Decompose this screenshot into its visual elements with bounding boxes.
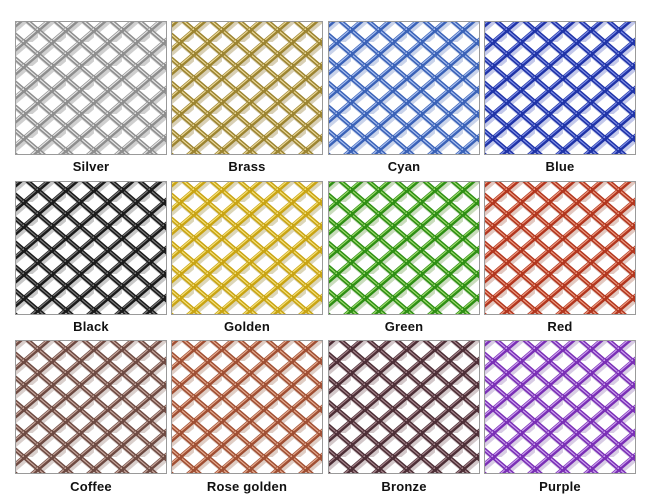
mesh-image-silver — [15, 21, 167, 155]
wire-mesh-pattern — [329, 22, 479, 154]
mesh-image-blue — [484, 21, 636, 155]
wire-mesh-pattern — [172, 341, 322, 473]
swatch-bronze: Bronze — [328, 340, 480, 494]
swatch-cyan: Cyan — [328, 21, 480, 174]
mesh-image-black — [15, 181, 167, 315]
mesh-image-red — [484, 181, 636, 315]
mesh-image-coffee — [15, 340, 167, 474]
mesh-image-purple — [484, 340, 636, 474]
swatch-label-cyan: Cyan — [387, 159, 421, 174]
wire-mesh-pattern — [16, 182, 166, 314]
mesh-image-green — [328, 181, 480, 315]
swatch-black: Black — [15, 181, 167, 334]
swatch-green: Green — [328, 181, 480, 334]
swatch-golden: Golden — [171, 181, 323, 334]
swatch-label-brass: Brass — [228, 159, 266, 174]
swatch-coffee: Coffee — [15, 340, 167, 494]
swatch-label-golden: Golden — [224, 319, 270, 334]
mesh-image-cyan — [328, 21, 480, 155]
mesh-image-rose-golden — [171, 340, 323, 474]
wire-mesh-pattern — [16, 22, 166, 154]
mesh-image-golden — [171, 181, 323, 315]
swatch-label-rose-golden: Rose golden — [206, 479, 288, 494]
swatch-label-blue: Blue — [545, 159, 575, 174]
swatch-label-red: Red — [547, 319, 573, 334]
wire-mesh-pattern — [485, 22, 635, 154]
wire-mesh-pattern — [172, 182, 322, 314]
wire-mesh-pattern — [329, 182, 479, 314]
wire-mesh-pattern — [485, 341, 635, 473]
mesh-image-brass — [171, 21, 323, 155]
swatch-brass: Brass — [171, 21, 323, 174]
swatch-label-bronze: Bronze — [381, 479, 427, 494]
wire-mesh-pattern — [485, 182, 635, 314]
mesh-image-bronze — [328, 340, 480, 474]
swatch-red: Red — [484, 181, 636, 334]
wire-mesh-pattern — [172, 22, 322, 154]
swatch-label-purple: Purple — [539, 479, 581, 494]
swatch-label-green: Green — [384, 319, 424, 334]
swatch-rose-golden: Rose golden — [171, 340, 323, 494]
swatch-purple: Purple — [484, 340, 636, 494]
swatch-blue: Blue — [484, 21, 636, 174]
wire-mesh-pattern — [329, 341, 479, 473]
swatch-silver: Silver — [15, 21, 167, 174]
wire-mesh-pattern — [16, 341, 166, 473]
swatch-label-coffee: Coffee — [70, 479, 112, 494]
swatch-label-black: Black — [73, 319, 109, 334]
swatch-label-silver: Silver — [72, 159, 110, 174]
